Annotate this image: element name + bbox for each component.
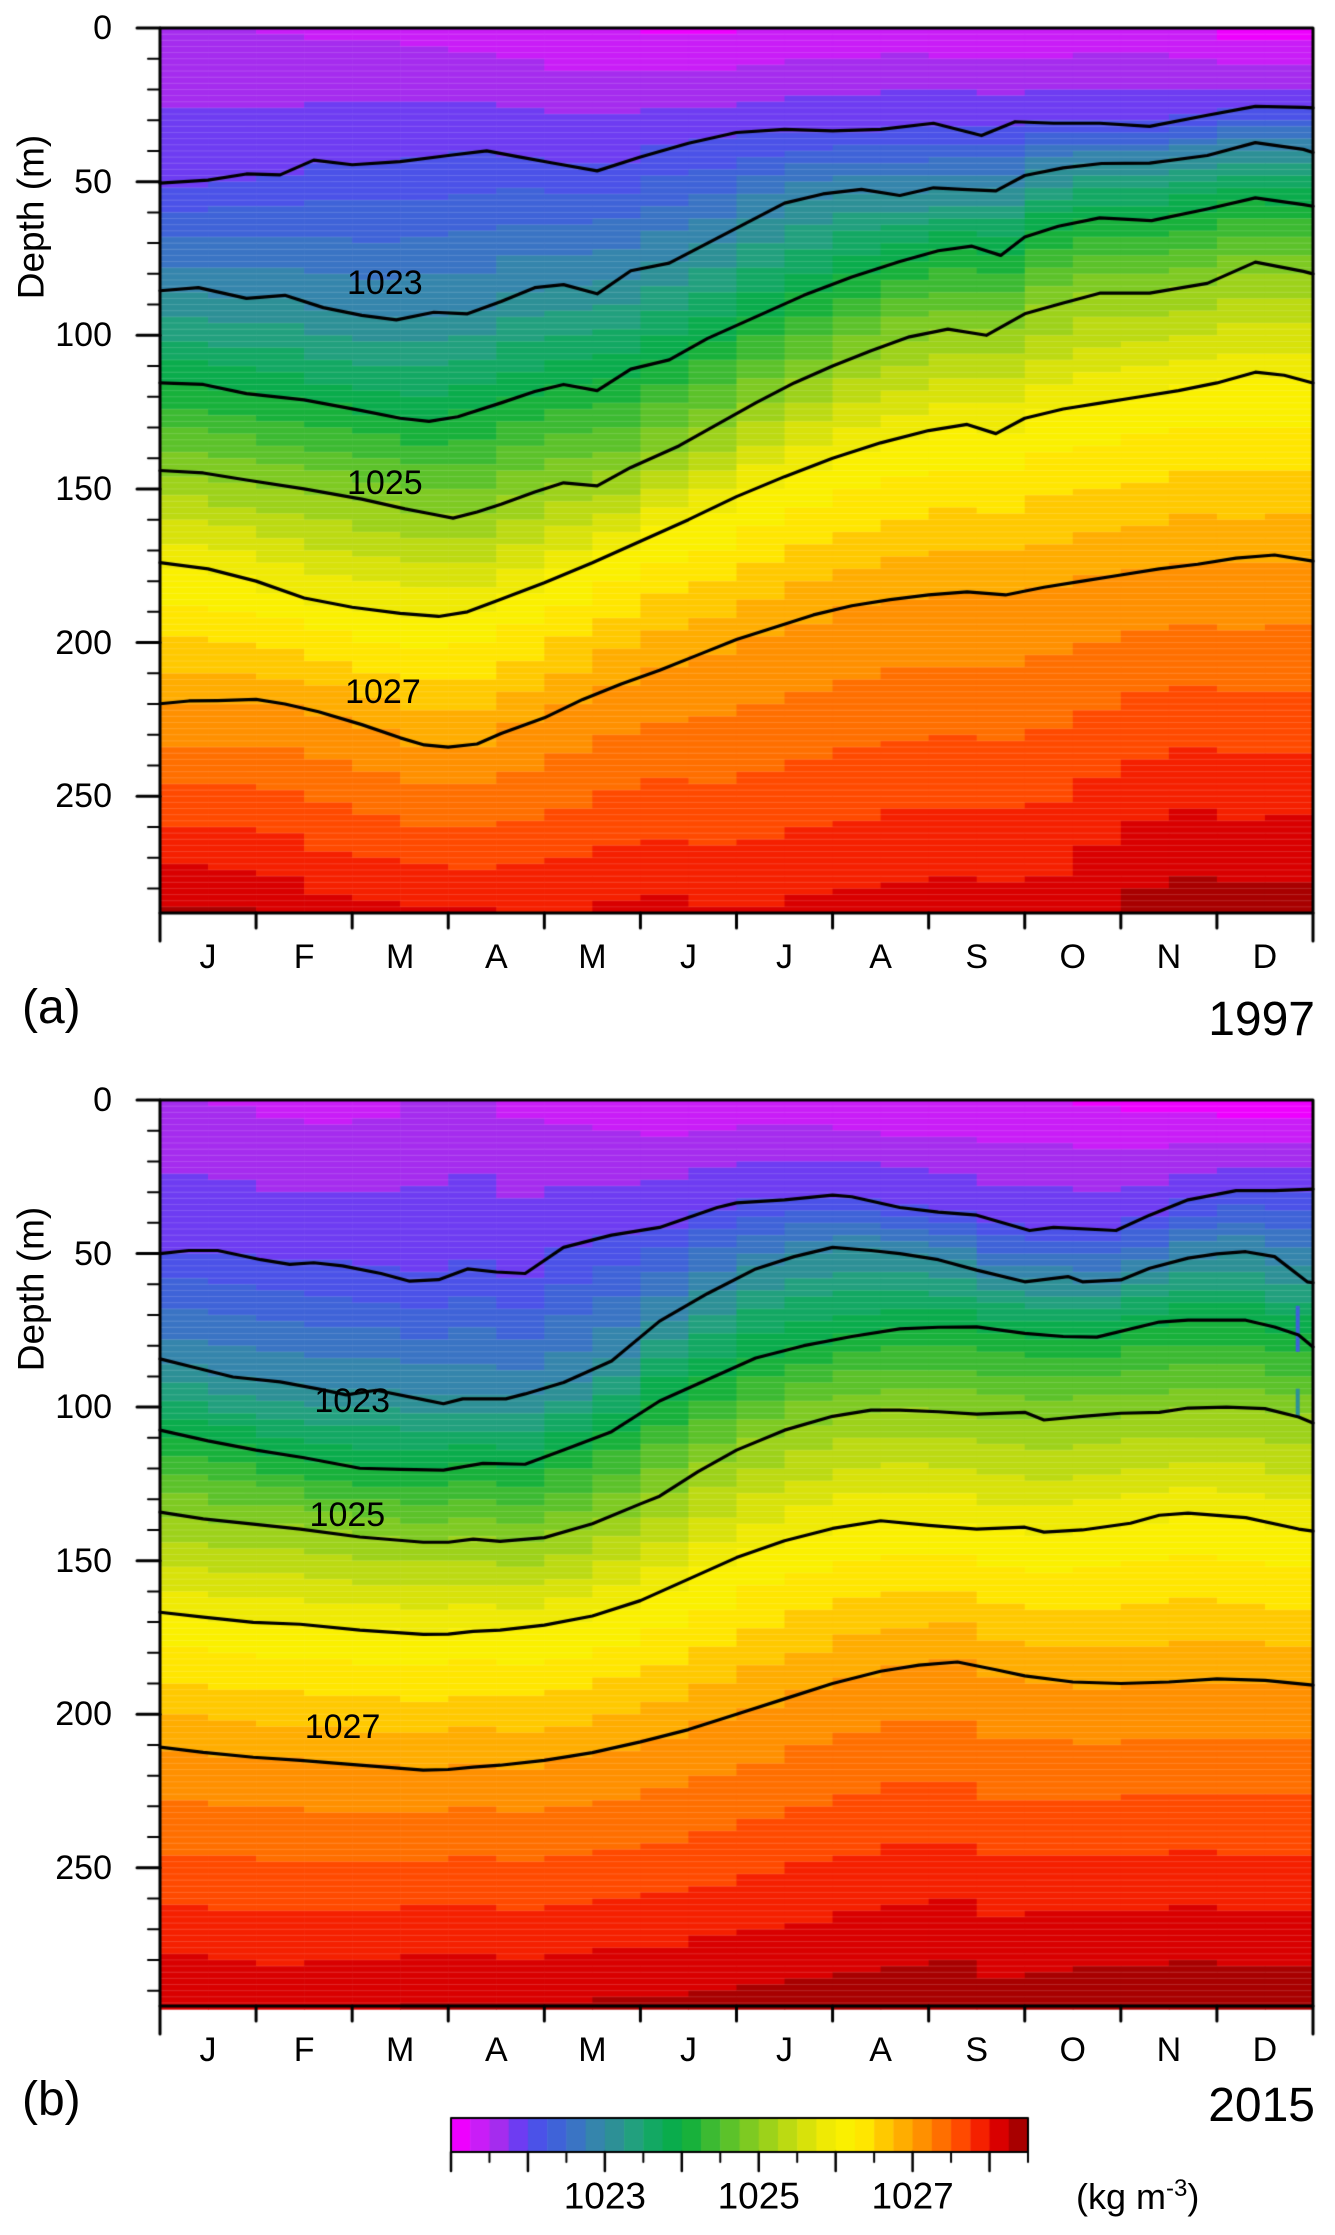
panel-b-month-label-2: F	[293, 2031, 315, 2069]
panel-b-depth-tick-0: 0	[93, 1081, 112, 1119]
panel-b-contour-label-1023: 1023	[314, 1381, 390, 1420]
panel-b-depth-tick-150: 150	[55, 1541, 112, 1580]
panel-b-month-label-3: M	[386, 2031, 415, 2069]
panel-b-month-label-8: A	[869, 2031, 892, 2069]
panel-b-month-label-4: A	[484, 2031, 508, 2069]
panel-a-month-label-11: N	[1156, 938, 1182, 976]
panel-a-depth-tick-100: 100	[55, 316, 112, 355]
panel-b-month-label-7: J	[776, 2031, 794, 2069]
colorbar-units-exponent: -3	[1166, 2175, 1188, 2202]
panel-a-month-label-12: D	[1252, 938, 1278, 976]
panel-b-depth-tick-200: 200	[55, 1695, 112, 1734]
panel-a-depth-tick-200: 200	[55, 623, 112, 662]
colorbar-units-suffix: )	[1187, 2176, 1200, 2217]
panel-a-month-label-10: O	[1059, 938, 1087, 976]
panel-a-year-label: 1997	[1208, 993, 1315, 1046]
panel-a-depth-tick-250: 250	[55, 777, 112, 816]
panel-b-month-label-5: M	[578, 2031, 607, 2069]
panel-a-letter: (a)	[22, 981, 81, 1034]
panel-a-month-label-7: J	[776, 938, 794, 976]
panel-b-depth-tick-50: 50	[74, 1234, 112, 1273]
panel-a-depth-tick-0: 0	[93, 9, 112, 47]
colorbar-units-label: (kg m-3)	[1076, 2177, 1199, 2215]
colorbar-tick-label-1023: 1023	[563, 2175, 647, 2217]
colorbar-tick-label-1027: 1027	[871, 2175, 954, 2217]
colorbar-tick-label-1025: 1025	[717, 2175, 800, 2217]
panel-b-contour-label-1025: 1025	[309, 1495, 386, 1534]
panel-a-month-label-8: A	[869, 938, 892, 976]
panel-a-month-label-3: M	[386, 938, 415, 976]
panel-b-depth-tick-100: 100	[55, 1388, 112, 1427]
colorbar-units-prefix: (kg m	[1076, 2176, 1166, 2217]
panel-b-month-label-9: S	[965, 2031, 989, 2069]
panel-b-contour-label-1027: 1027	[304, 1707, 381, 1746]
panel-a-month-label-4: A	[484, 938, 508, 976]
panel-a-contour-label-1027: 1027	[345, 672, 421, 711]
panel-a-depth-axis-label: Depth (m)	[10, 134, 52, 300]
panel-b-month-label-11: N	[1156, 2031, 1182, 2069]
panel-b-month-label-6: J	[679, 2031, 697, 2069]
panel-b-year-label: 2015	[1208, 2079, 1315, 2132]
panel-b-letter: (b)	[22, 2073, 81, 2126]
panel-a-contour-label-1023: 1023	[347, 264, 423, 303]
panel-a-contour-label-1025: 1025	[347, 463, 423, 502]
panel-a-month-label-2: F	[293, 938, 315, 976]
panel-b-depth-axis-label: Depth (m)	[10, 1206, 52, 1372]
panel-b-month-label-12: D	[1252, 2031, 1278, 2069]
panel-a-depth-tick-150: 150	[55, 469, 112, 508]
panel-a-month-label-6: J	[679, 938, 697, 976]
panel-a-month-label-9: S	[965, 938, 989, 976]
panel-a-month-label-1: J	[199, 938, 217, 976]
panel-a-depth-tick-50: 50	[74, 162, 112, 201]
panel-b-month-label-1: J	[199, 2031, 217, 2069]
panel-b-month-label-10: O	[1059, 2031, 1087, 2069]
panel-b-depth-tick-250: 250	[55, 1848, 112, 1887]
panel-a-month-label-5: M	[578, 938, 607, 976]
